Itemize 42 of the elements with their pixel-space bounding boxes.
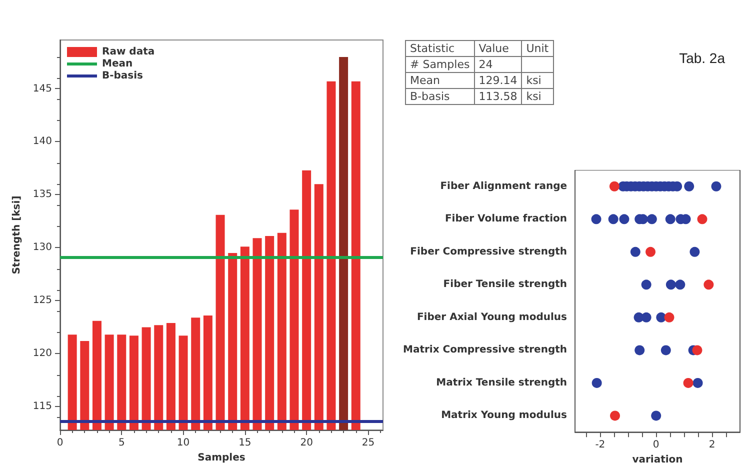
y-tick-label: Fiber Alignment range — [440, 180, 568, 192]
y-tick-label: 120 — [32, 348, 52, 360]
text: ksi — [526, 74, 542, 87]
y-tick-label: 130 — [32, 242, 52, 254]
text: Mean — [410, 74, 440, 87]
y-tick-label: Matrix Compressive strength — [402, 344, 568, 356]
y-tick-label: Fiber Compressive strength — [410, 246, 568, 258]
legend-label: Mean — [102, 58, 133, 70]
text: B-basis — [410, 90, 450, 103]
y-tick-label: Matrix Tensile strength — [436, 377, 568, 388]
category-label: Unit — [522, 40, 554, 56]
text: 24 — [478, 58, 493, 71]
x-tick-label: 0 — [652, 440, 660, 451]
y-tick-label: Fiber Volume fraction — [444, 214, 568, 225]
y-tick-label: Fiber Axial Young modulus — [416, 312, 568, 323]
x-tick-label: -2 — [595, 440, 606, 451]
y-tick-label: Fiber Tensile strength — [443, 279, 568, 290]
x-tick-label: 5 — [118, 438, 125, 448]
caption: Tab. 2a — [679, 50, 725, 66]
x-tick-label: 0 — [56, 438, 64, 448]
x-tick-label: 2 — [708, 440, 716, 451]
y-tick-label: 115 — [32, 401, 52, 412]
y-tick-label: 145 — [32, 83, 52, 94]
x-tick-label: 15 — [238, 438, 252, 448]
y-tick-label: 135 — [32, 189, 52, 200]
category-label: Value — [474, 40, 522, 56]
x-axis-title: Samples — [198, 452, 246, 464]
y-tick-label: 140 — [32, 136, 52, 148]
text: ksi — [526, 90, 542, 103]
x-axis-title: variation — [632, 454, 683, 466]
legend-label: B-basis — [102, 70, 144, 82]
y-axis-title: Strength [ksi] — [12, 196, 22, 274]
y-tick-label: 125 — [32, 295, 52, 306]
y-tick-label: Matrix Young modulus — [441, 410, 568, 422]
x-tick-label: 10 — [176, 438, 190, 448]
text: 113.58 — [478, 90, 518, 103]
text: 129.14 — [478, 74, 518, 87]
category-label: Statistic — [406, 40, 474, 56]
x-tick-label: 20 — [300, 438, 313, 448]
text: # Samples — [410, 58, 470, 71]
x-tick-label: 25 — [362, 438, 375, 448]
legend-label: Raw data — [102, 46, 155, 58]
